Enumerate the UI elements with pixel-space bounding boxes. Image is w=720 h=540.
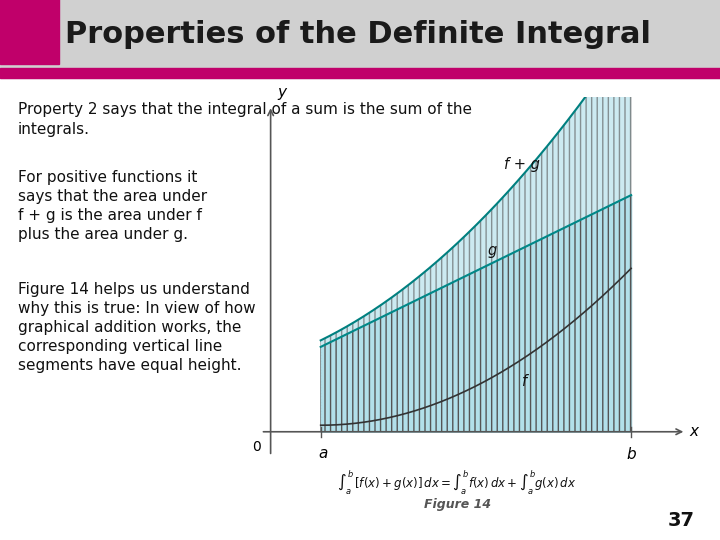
Text: f + g is the area under f: f + g is the area under f — [18, 208, 202, 223]
Text: Figure 14 helps us understand: Figure 14 helps us understand — [18, 282, 250, 297]
Text: g: g — [487, 242, 497, 258]
Text: $\int_a^b\,[f(x)+g(x)]\,dx = \int_a^b f(x)\,dx + \int_a^b g(x)\,dx$: $\int_a^b\,[f(x)+g(x)]\,dx = \int_a^b f(… — [338, 468, 577, 496]
Text: graphical addition works, the: graphical addition works, the — [18, 320, 241, 335]
Text: Properties of the Definite Integral: Properties of the Definite Integral — [65, 20, 651, 49]
Text: plus the area under g.: plus the area under g. — [18, 227, 188, 242]
Bar — [0, 0, 59, 64]
Text: says that the area under: says that the area under — [18, 189, 207, 204]
Text: integrals.: integrals. — [18, 122, 90, 137]
Text: $b$: $b$ — [626, 447, 636, 462]
Text: segments have equal height.: segments have equal height. — [18, 358, 241, 373]
Text: why this is true: In view of how: why this is true: In view of how — [18, 301, 256, 316]
Text: $x$: $x$ — [689, 424, 701, 439]
Text: Figure 14: Figure 14 — [423, 498, 491, 511]
Bar — [0, 68, 720, 78]
Text: f: f — [522, 374, 527, 389]
Text: corresponding vertical line: corresponding vertical line — [18, 339, 222, 354]
Text: Property 2 says that the integral of a sum is the sum of the: Property 2 says that the integral of a s… — [18, 102, 472, 117]
Text: For positive functions it: For positive functions it — [18, 170, 197, 185]
Text: 0: 0 — [252, 440, 261, 454]
Text: $a$: $a$ — [318, 447, 328, 462]
Text: f + g: f + g — [503, 157, 539, 172]
Text: 37: 37 — [668, 511, 695, 530]
Text: $y$: $y$ — [276, 86, 288, 102]
